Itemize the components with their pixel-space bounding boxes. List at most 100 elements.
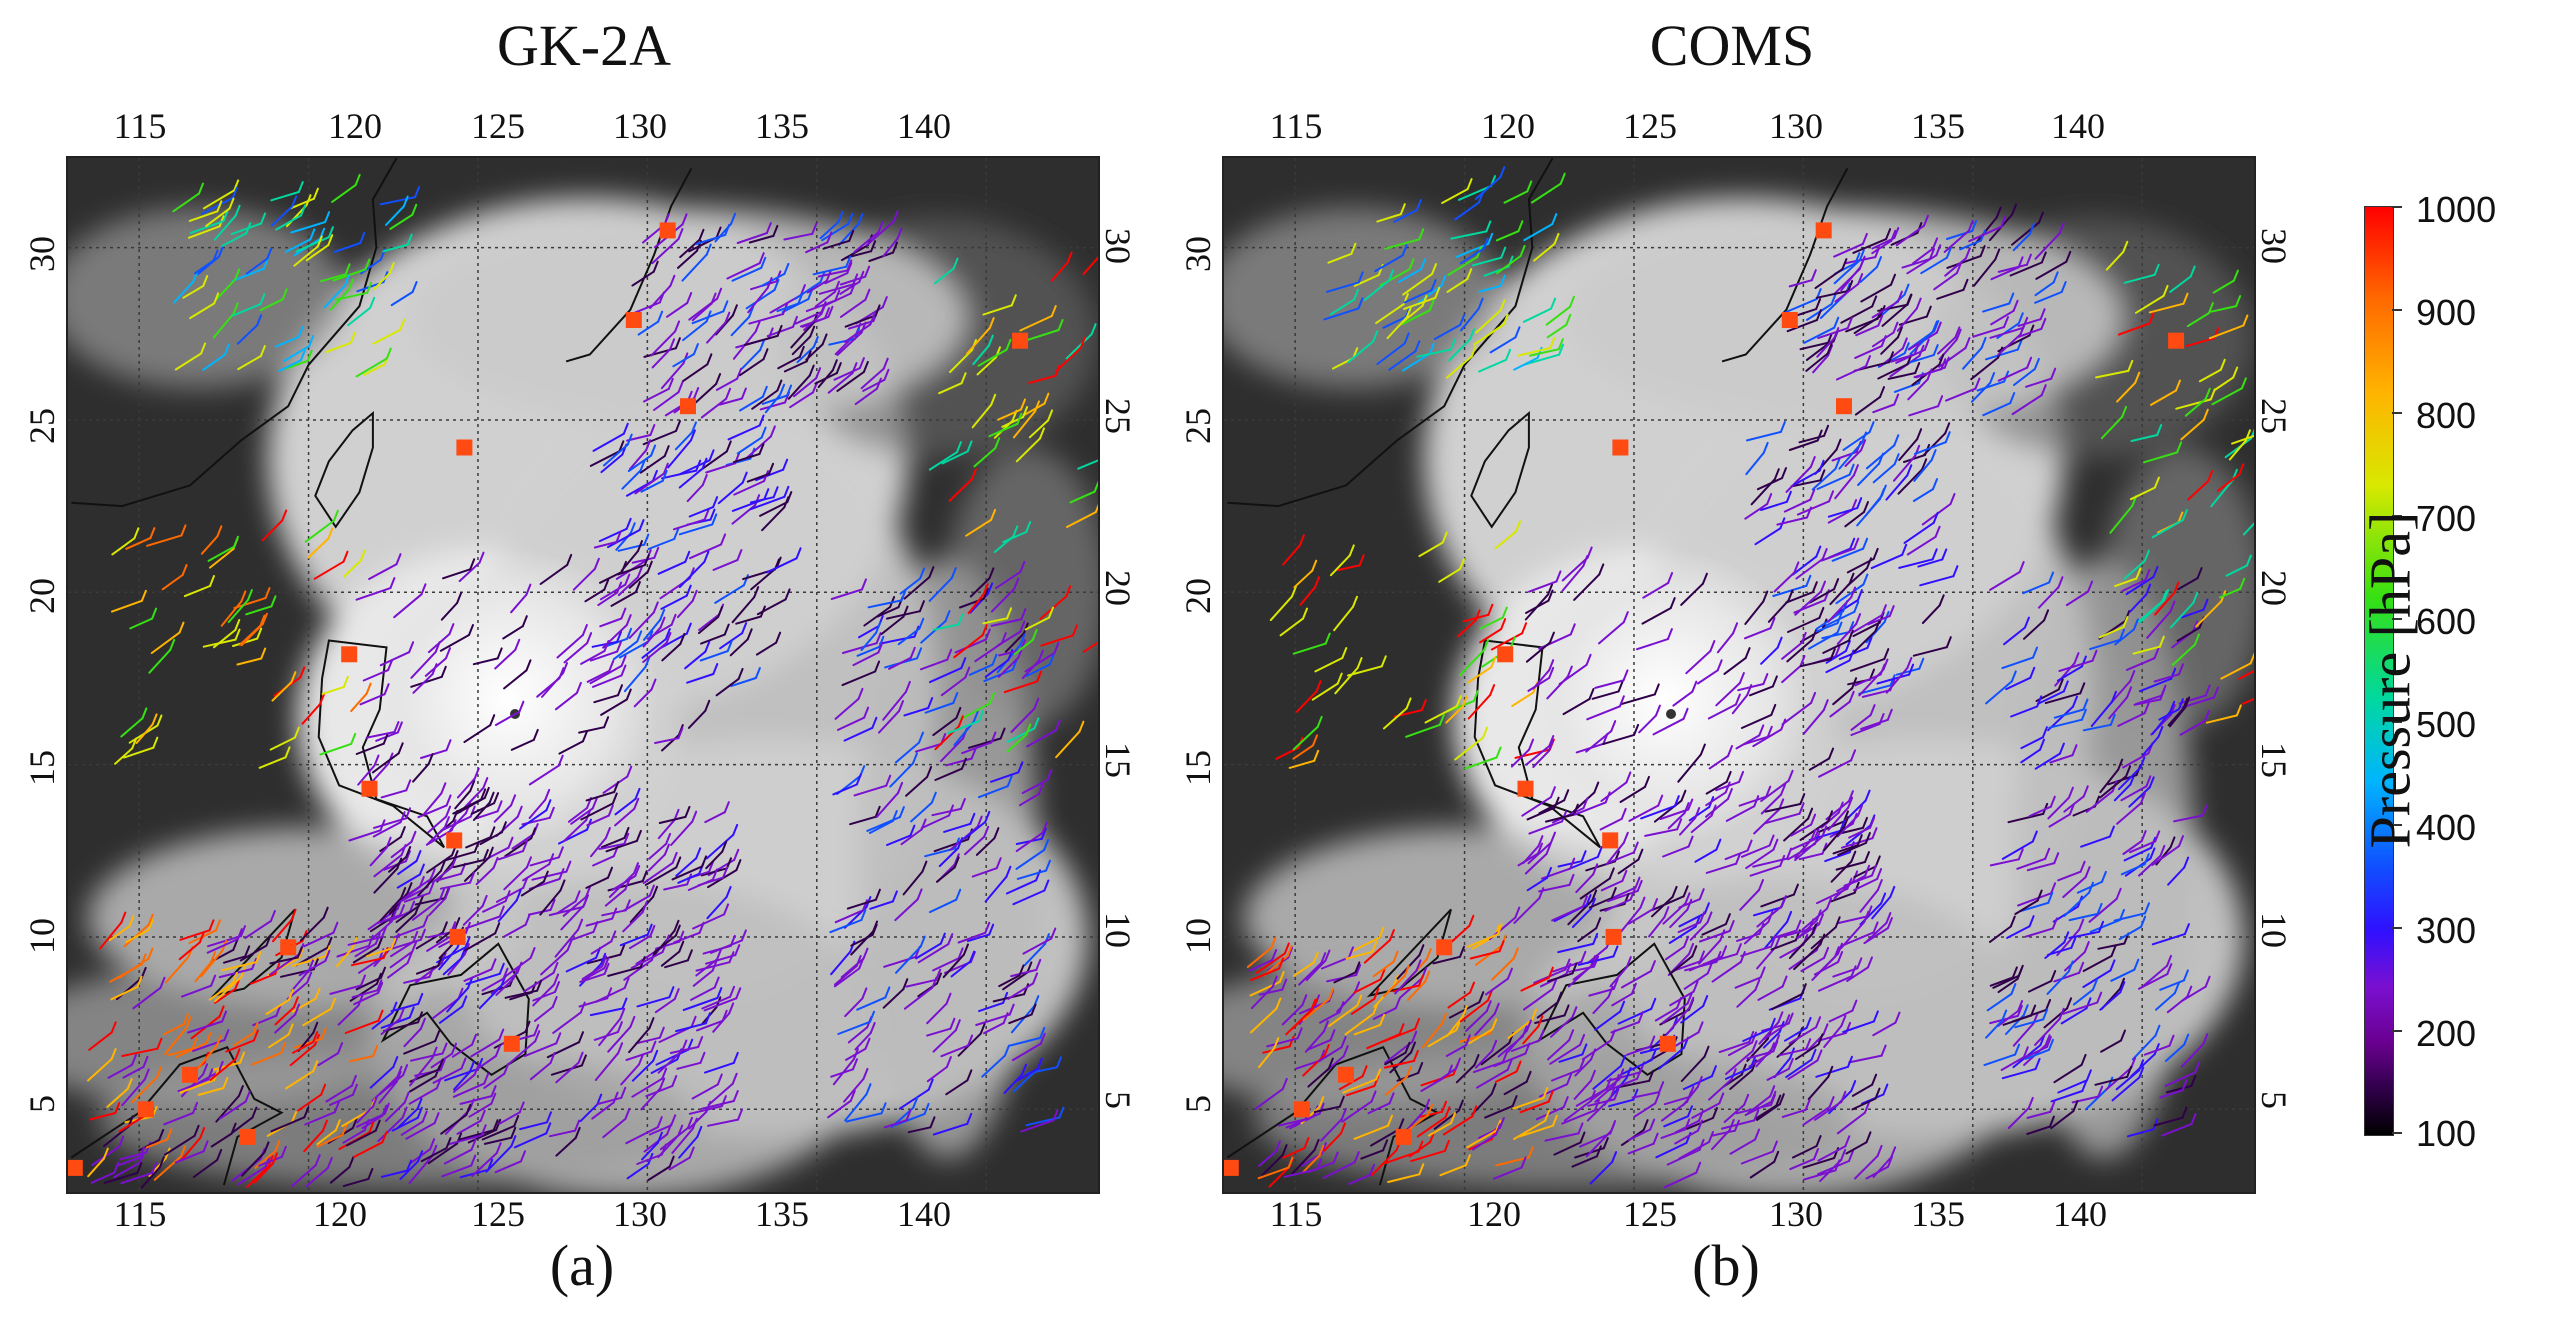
station-marker <box>68 1159 83 1176</box>
tick-a-right-10: 10 <box>1098 912 1138 948</box>
tick-a-right-30: 30 <box>1098 228 1138 264</box>
colorbar-tickmark <box>2392 824 2402 826</box>
station-marker <box>239 1128 256 1145</box>
tick-a-bot-130: 130 <box>613 1194 667 1234</box>
colorbar-tickmark <box>2392 1030 2402 1032</box>
tick-b-left-10: 10 <box>1178 918 1218 954</box>
map-panel-gk2a <box>66 156 1100 1194</box>
station-marker <box>1612 439 1629 456</box>
tick-a-bot-125: 125 <box>471 1194 525 1234</box>
tick-b-right-10: 10 <box>2254 912 2294 948</box>
station-marker <box>182 1066 198 1083</box>
tick-b-left-25: 25 <box>1178 408 1218 444</box>
colorbar-tickmark <box>2392 1132 2402 1134</box>
tick-b-right-20: 20 <box>2254 570 2294 606</box>
tick-b-left-5: 5 <box>1178 1095 1218 1113</box>
colorbar-tickmark <box>2392 412 2402 414</box>
station-marker <box>1436 939 1453 956</box>
colorbar-tickmark <box>2392 206 2402 208</box>
tick-b-right-15: 15 <box>2254 742 2294 778</box>
typhoon-core <box>358 548 658 848</box>
station-marker <box>1836 398 1852 415</box>
tick-b-top-115: 115 <box>1269 106 1323 146</box>
station-marker <box>1338 1066 1354 1083</box>
pressure-colorbar <box>2364 206 2394 1136</box>
colorbar-tick-100: 100 <box>2416 1113 2477 1154</box>
graticule <box>68 158 1098 1192</box>
tick-a-top-140: 140 <box>897 106 951 146</box>
tick-a-bot-135: 135 <box>755 1194 809 1234</box>
map-canvas <box>68 158 1098 1192</box>
station-marker <box>449 928 466 945</box>
tick-b-bot-115: 115 <box>1269 1194 1323 1234</box>
colorbar-tickmark <box>2392 309 2402 311</box>
colorbar-tick-400: 400 <box>2416 807 2477 848</box>
tick-a-left-30: 30 <box>22 236 62 272</box>
tick-a-left-25: 25 <box>22 408 62 444</box>
colorbar-label: Pressure [hPa] <box>2357 511 2423 849</box>
station-marker <box>1395 1128 1412 1145</box>
station-marker <box>1602 832 1619 849</box>
colorbar-tick-700: 700 <box>2416 498 2477 539</box>
colorbar-tickmark <box>2392 618 2402 620</box>
tick-a-top-130: 130 <box>613 106 667 146</box>
wind-barbs <box>1246 166 2254 1189</box>
colorbar-tick-500: 500 <box>2416 704 2477 745</box>
tick-b-top-120: 120 <box>1481 106 1535 146</box>
colorbar-tick-800: 800 <box>2416 395 2477 436</box>
station-marker <box>1605 928 1622 945</box>
colorbar-tick-300: 300 <box>2416 910 2477 951</box>
tick-b-top-140: 140 <box>2051 106 2105 146</box>
tick-a-right-20: 20 <box>1098 570 1138 606</box>
wind-barbs <box>87 173 1098 1189</box>
tick-a-left-15: 15 <box>22 750 62 786</box>
tick-a-top-125: 125 <box>471 106 525 146</box>
tick-b-left-15: 15 <box>1178 750 1218 786</box>
station-marker <box>1517 780 1534 797</box>
station-marker <box>1815 222 1832 239</box>
panel-a-title: GK-2A <box>497 13 671 78</box>
station-marker <box>503 1035 520 1052</box>
tick-a-right-5: 5 <box>1098 1091 1138 1109</box>
station-marker <box>2168 332 2185 349</box>
tick-b-bot-140: 140 <box>2053 1194 2107 1234</box>
tick-a-bot-115: 115 <box>113 1194 167 1234</box>
station-marker <box>1293 1101 1310 1118</box>
colorbar-tickmark <box>2392 927 2402 929</box>
colorbar-tick-600: 600 <box>2416 601 2477 642</box>
station-marker <box>659 222 676 239</box>
tick-b-bot-125: 125 <box>1623 1194 1677 1234</box>
station-marker <box>680 398 696 415</box>
station-marker <box>625 312 642 328</box>
tick-a-top-115: 115 <box>113 106 167 146</box>
station-marker <box>361 780 378 797</box>
tick-a-right-15: 15 <box>1098 742 1138 778</box>
station-marker <box>280 939 297 956</box>
station-marker <box>341 646 358 663</box>
tick-b-right-30: 30 <box>2254 228 2294 264</box>
typhoon-eye <box>1666 709 1676 719</box>
tick-b-bot-135: 135 <box>1911 1194 1965 1234</box>
panel-a-label: (a) <box>549 1233 615 1298</box>
tick-b-right-25: 25 <box>2254 398 2294 434</box>
tick-a-bot-120: 120 <box>313 1194 367 1234</box>
tick-b-left-20: 20 <box>1178 578 1218 614</box>
tick-b-right-5: 5 <box>2254 1091 2294 1109</box>
map-panel-coms <box>1222 156 2256 1194</box>
tick-a-left-10: 10 <box>22 918 62 954</box>
tick-b-bot-130: 130 <box>1769 1194 1823 1234</box>
tick-b-top-135: 135 <box>1911 106 1965 146</box>
station-marker <box>1659 1035 1676 1052</box>
tick-a-bot-140: 140 <box>897 1194 951 1234</box>
typhoon-core <box>1514 548 1814 848</box>
tick-b-bot-120: 120 <box>1467 1194 1521 1234</box>
tick-b-top-130: 130 <box>1769 106 1823 146</box>
station-marker <box>1224 1159 1239 1176</box>
colorbar-tickmark <box>2392 721 2402 723</box>
station-marker <box>1497 646 1514 663</box>
tick-a-left-5: 5 <box>22 1095 62 1113</box>
tick-a-right-25: 25 <box>1098 398 1138 434</box>
tick-a-top-120: 120 <box>328 106 382 146</box>
map-canvas <box>1224 158 2254 1192</box>
colorbar-tick-200: 200 <box>2416 1013 2477 1054</box>
